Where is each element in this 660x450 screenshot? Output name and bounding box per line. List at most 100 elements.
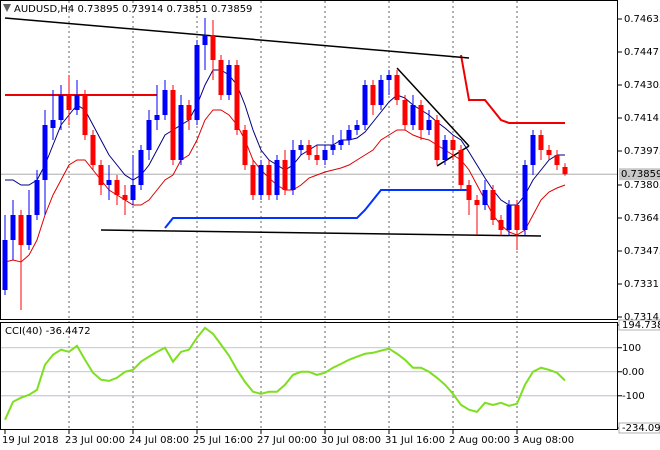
last-price-box — [619, 168, 660, 181]
cci-title: CCI(40) -36.4472 — [5, 326, 91, 337]
candle-body — [530, 135, 536, 165]
candle-body — [10, 215, 16, 240]
x-tick-label: 27 Jul 00:00 — [257, 435, 317, 446]
candle-body — [298, 145, 304, 150]
candle-body — [282, 160, 288, 190]
candle-body — [514, 205, 520, 230]
candle-body — [386, 75, 392, 80]
y-tick-label: 0.7364 — [624, 213, 659, 224]
x-tick-label: 31 Jul 16:00 — [385, 435, 445, 446]
candle-body — [562, 167, 568, 175]
candle-body — [378, 80, 384, 105]
x-tick-label: 3 Aug 08:00 — [513, 435, 574, 446]
candle-body — [242, 130, 248, 165]
candle-body — [442, 140, 448, 160]
y-tick-label: 0.73145 — [624, 312, 660, 323]
y-tick-label: 0.7447 — [624, 47, 659, 58]
indicator-line — [164, 189, 469, 229]
candle-body — [434, 120, 440, 160]
candle-body — [122, 195, 128, 200]
candle-body — [362, 85, 368, 125]
candle-body — [490, 190, 496, 220]
candle-body — [338, 140, 344, 145]
candle-body — [258, 165, 264, 195]
candle-body — [106, 180, 112, 185]
candle-body — [498, 220, 504, 230]
candle-body — [154, 115, 160, 120]
candle-body — [538, 135, 544, 150]
y-tick-label: 0.73475 — [624, 246, 660, 257]
y-tick-label: 0.73805 — [624, 180, 660, 191]
candle-body — [66, 95, 72, 110]
indicator-line — [460, 54, 565, 124]
candle-body — [34, 180, 40, 215]
x-tick-label: 2 Aug 00:00 — [449, 435, 510, 446]
candle-body — [426, 120, 432, 130]
candle-body — [98, 165, 104, 185]
y-tick-label: -234.0975 — [622, 423, 660, 434]
candle-body — [218, 60, 224, 95]
cci-panel — [0, 322, 618, 430]
candle-body — [50, 120, 56, 128]
candle-body — [346, 130, 352, 140]
x-tick-label: 19 Jul 2018 — [2, 435, 59, 446]
x-tick-label: 23 Jul 00:00 — [65, 435, 125, 446]
candle-body — [354, 125, 360, 130]
candle-body — [42, 125, 48, 180]
candle-body — [474, 200, 480, 205]
candle-body — [194, 45, 200, 120]
candle-body — [18, 215, 24, 245]
y-tick-label: 0.7331 — [624, 279, 659, 290]
trendline — [4, 17, 470, 59]
candle-body — [178, 105, 184, 160]
candle-body — [458, 150, 464, 185]
candle-body — [330, 145, 336, 150]
candle-body — [466, 185, 472, 200]
candle-body — [114, 180, 120, 195]
candle-body — [138, 150, 144, 185]
candle-body — [402, 100, 408, 125]
candle-body — [314, 155, 320, 160]
candle-body — [2, 240, 8, 290]
main-panel — [0, 0, 618, 320]
candle-body — [306, 145, 312, 155]
candle-body — [394, 75, 400, 100]
candle-body — [418, 105, 424, 130]
candle-body — [522, 165, 528, 230]
candle-body — [186, 105, 192, 120]
y-tick-label: 194.7388 — [622, 320, 660, 331]
candle-body — [250, 165, 256, 195]
y-tick-label: 0.74305 — [624, 80, 660, 91]
trendline — [396, 67, 470, 147]
candle-body — [90, 135, 96, 165]
candle-body — [410, 105, 416, 125]
candle-body — [290, 150, 296, 190]
y-tick-box — [618, 319, 660, 331]
candle-body — [234, 65, 240, 130]
candle-body — [58, 95, 64, 120]
candle-body — [202, 35, 208, 45]
y-tick-label: 0.7414 — [624, 113, 659, 124]
candle-body — [162, 90, 168, 115]
symbol-icon — [3, 4, 11, 12]
candle-body — [130, 185, 136, 200]
trendline — [100, 229, 542, 237]
x-tick-label: 25 Jul 16:00 — [193, 435, 253, 446]
y-tick-label: 0.00 — [622, 367, 644, 378]
candle-body — [146, 120, 152, 150]
y-tick-box — [618, 422, 660, 434]
y-tick-label: 0.73975 — [624, 146, 660, 157]
candle-body — [226, 65, 232, 95]
candle-body — [170, 90, 176, 160]
x-tick-label: 24 Jul 08:00 — [129, 435, 189, 446]
candle-body — [26, 215, 32, 245]
candle-body — [82, 95, 88, 135]
chart-title: AUDUSD,H4 0.73895 0.73914 0.73851 0.7385… — [14, 4, 252, 15]
candle-body — [322, 150, 328, 160]
x-tick-label: 30 Jul 08:00 — [321, 435, 381, 446]
candle-body — [546, 150, 552, 155]
last-price-label: 0.73859 — [621, 169, 660, 180]
